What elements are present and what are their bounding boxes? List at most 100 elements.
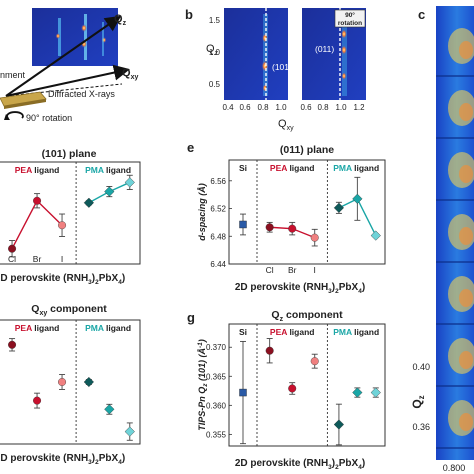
svg-text:rotation: rotation (338, 20, 362, 27)
plot-frame (228, 159, 386, 265)
data-point-pma (370, 387, 381, 398)
data-point-pea (8, 244, 17, 253)
y-tick-label: 0.365 (206, 372, 227, 381)
data-point-pea (58, 378, 67, 387)
data-point-pma (124, 177, 135, 188)
giwaxs-map-right: 90° rotation (011) (302, 8, 366, 100)
qz-label: Qz (114, 13, 127, 27)
map-y-tick: 0.36 (412, 422, 430, 432)
data-point-pea (58, 221, 67, 230)
data-point-pea (33, 196, 42, 205)
si-label: Si (239, 163, 247, 173)
category-label: I (314, 265, 316, 275)
peak-label-011: (011) (315, 44, 334, 54)
giwaxs-x-tick: 0.8 (257, 103, 269, 112)
data-point-pma (83, 376, 94, 388)
chart-g: Qz component Si PEA ligand PMA ligand 0.370 0… (197, 309, 386, 471)
rotation-badge (334, 9, 366, 28)
svg-text:90°: 90° (345, 11, 355, 19)
chart-f: Qxy component PEA ligand PMA ligand 2D pero… (0, 303, 141, 466)
data-point-pma (124, 426, 135, 437)
giwaxs-y-tick: 1.0 (209, 48, 221, 57)
map-y-label: Qz (410, 395, 426, 408)
data-point-pma (83, 197, 94, 208)
pea-ligand-label: PEA ligand (270, 327, 315, 337)
detector-streaks (55, 14, 107, 60)
y-tick-label: 6.56 (210, 177, 226, 186)
diffracted-ray (5, 83, 123, 97)
y-tick-label: 0.370 (206, 343, 227, 352)
pma-ligand-label: PMA ligand (85, 165, 131, 175)
map-hotspot-core (459, 289, 473, 307)
category-label: Cl (8, 254, 16, 264)
map-hotspot-core (459, 351, 473, 369)
y-axis-label: TIPS-Pn Qz (101) (Å-1) (197, 339, 209, 431)
giwaxs-x-tick: 0.6 (300, 103, 312, 112)
setup-illustration: Qz Qxy nment Diffracted X-rays 90° rotat… (0, 8, 138, 123)
map-hotspot-core (459, 165, 473, 183)
panel-label-b: b (185, 7, 193, 22)
data-point-pma (104, 404, 115, 415)
pma-ligand-label: PMA ligand (333, 163, 379, 173)
x-axis-label: 2D perovskite (RNH3)2PbX4) (0, 453, 125, 466)
chart-e: (011) plane Si PEA ligand PMA ligand 6.56 6.5… (197, 144, 386, 295)
map-y-tick: 0.40 (412, 362, 430, 372)
chart-title: (101) plane (42, 148, 97, 160)
data-point-pea (288, 224, 297, 233)
data-point-pea (265, 346, 274, 355)
chart-title: Qxy component (31, 303, 107, 317)
giwaxs-x-label: Qxy (278, 118, 294, 132)
data-point-pma (333, 419, 345, 430)
data-point-pea (288, 384, 297, 393)
chart-d: (101) plane PEA ligand PMA ligand Cl Br I 2D p… (0, 148, 141, 286)
map-hotspot-core (459, 413, 473, 431)
giwaxs-x-tick: 0.6 (239, 103, 251, 112)
qxy-label: Qxy (122, 67, 138, 81)
map-x-tick: 0.800 (443, 463, 466, 473)
y-tick-label: 6.48 (210, 232, 226, 241)
giwaxs-x-tick: 1.0 (275, 103, 287, 112)
map-hotspot-core (459, 227, 473, 245)
chart-title: Qz component (271, 309, 343, 323)
giwaxs-x-tick: 1.2 (353, 103, 365, 112)
data-point-si (239, 388, 247, 397)
panel-label-c: c (418, 7, 425, 22)
category-label: Br (288, 265, 297, 275)
detector-image (32, 8, 118, 66)
qxy-arrow (5, 64, 130, 97)
giwaxs-x-tick: 0.4 (222, 103, 234, 112)
x-axis-label: 2D perovskite (RNH3)2PbX4) (235, 458, 365, 471)
map-hotspot-core (459, 41, 473, 59)
chart-title: (011) plane (280, 144, 334, 156)
data-point-pma (370, 230, 381, 241)
substrate-edge (4, 99, 46, 109)
plot-frame (0, 319, 141, 445)
y-axis-label: d-spacing (Å) (197, 183, 207, 241)
pea-ligand-label: PEA ligand (270, 163, 315, 173)
data-point-pea (310, 357, 319, 366)
alignment-partial-label: nment (0, 70, 26, 80)
data-point-pma (104, 186, 115, 197)
panel-label-e: e (187, 140, 194, 155)
pma-ligand-label: PMA ligand (85, 323, 131, 333)
giwaxs-map-left: (101) (224, 8, 292, 100)
map-hotspot-core (459, 103, 473, 121)
giwaxs-y-label: Qz (206, 43, 219, 57)
plot-frame (0, 161, 141, 265)
pea-ligand-label: PEA ligand (15, 323, 60, 333)
qz-arrow (5, 15, 122, 97)
x-axis-label: 2D perovskite (RNH3)2PbX4) (0, 273, 125, 286)
data-point-pea (8, 340, 17, 349)
giwaxs-y-tick: 1.5 (209, 16, 221, 25)
category-label: Br (33, 254, 42, 264)
map-strip-c: 0.40 0.36 Qz 0.800 (410, 6, 474, 473)
data-point-pma (352, 387, 363, 398)
diffracted-xrays-label: Diffracted X-rays (48, 89, 115, 99)
category-label: Cl (266, 265, 274, 275)
data-point-pma (333, 202, 345, 213)
data-point-pea (265, 223, 274, 232)
rotation-icon (6, 111, 24, 119)
y-tick-label: 6.52 (210, 205, 226, 214)
giwaxs-axes: 1.5 1.0 0.5 0.4 0.6 0.8 1.0 0.6 0.8 1.0 1.2 (209, 16, 365, 112)
